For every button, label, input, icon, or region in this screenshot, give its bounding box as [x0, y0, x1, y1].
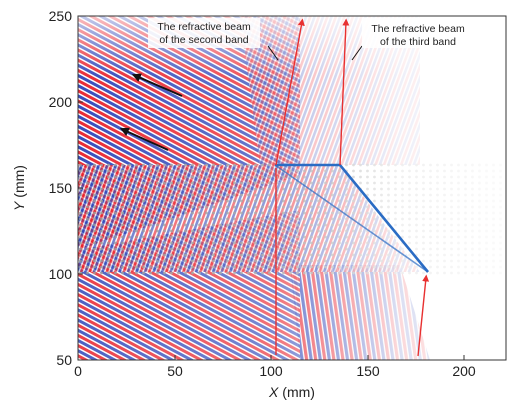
annotation-second-band: The refractive beam of the second band	[148, 18, 260, 48]
x-tick-label: 50	[167, 363, 183, 379]
annotation-line: of the second band	[159, 34, 248, 46]
y-tick-label: 100	[49, 266, 73, 282]
y-tick-label: 150	[49, 180, 73, 196]
x-tick-label: 100	[259, 363, 283, 379]
refracted-ray-second-band-top	[275, 18, 305, 166]
incident-ray	[417, 274, 430, 357]
x-axis: 0 50 100 150 200 X (mm)	[74, 355, 476, 400]
y-tick-label: 200	[49, 94, 73, 110]
y-tick-label: 250	[49, 8, 73, 24]
refracted-ray-third-band	[339, 18, 350, 166]
x-tick-label: 200	[452, 363, 476, 379]
annotation-line: of the third band	[380, 36, 456, 48]
plot-field	[78, 16, 506, 360]
annotation-third-band: The refractive beam of the third band	[362, 18, 474, 48]
annotation-leader	[351, 45, 363, 61]
y-axis-label: Y (mm)	[11, 165, 27, 211]
y-axis: 50 100 150 200 250 Y (mm)	[11, 8, 83, 368]
wave-direction-arrow	[119, 127, 169, 151]
annotation-leader	[267, 45, 279, 61]
annotation-line: The refractive beam	[371, 23, 465, 35]
x-axis-label: X (mm)	[268, 384, 315, 400]
y-tick-label: 50	[56, 352, 72, 368]
x-tick-label: 0	[74, 363, 82, 379]
wave-direction-arrow	[131, 73, 183, 97]
x-tick-label: 150	[356, 363, 380, 379]
annotation-line: The refractive beam	[157, 21, 251, 33]
